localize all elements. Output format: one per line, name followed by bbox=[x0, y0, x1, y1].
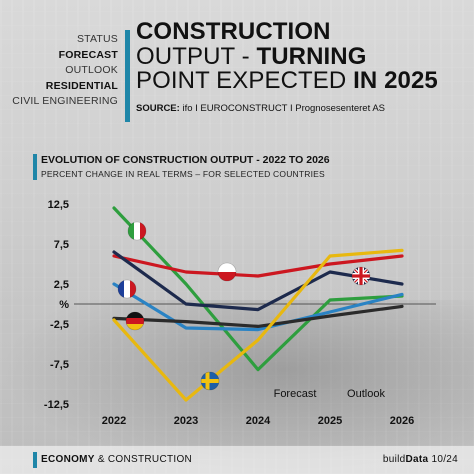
forecast-annotation: Forecast bbox=[274, 388, 317, 400]
flag-outline-france bbox=[117, 279, 137, 299]
footer-brand: buildData 10/24 bbox=[383, 454, 458, 465]
page-title: CONSTRUCTION OUTPUT - TURNING POINT EXPE… bbox=[136, 18, 438, 94]
series-line-germany bbox=[112, 304, 404, 328]
chart-subtitle: PERCENT CHANGE IN REAL TERMS – FOR SELEC… bbox=[41, 169, 325, 179]
y-tick-label: % bbox=[59, 299, 69, 311]
chart-title: EVOLUTION OF CONSTRUCTION OUTPUT - 2022 … bbox=[41, 154, 330, 166]
y-tick-label: -2,5 bbox=[50, 319, 69, 331]
source-line: SOURCE: ifo I EUROCONSTRUCT I Prognosese… bbox=[136, 103, 385, 114]
title-line-2: OUTPUT - TURNING bbox=[136, 42, 438, 70]
title-line-3-bold: IN 2025 bbox=[353, 67, 438, 94]
flag-marker-sweden bbox=[201, 372, 219, 390]
section-menu: STATUS FORECAST OUTLOOK RESIDENTIAL CIVI… bbox=[12, 32, 118, 110]
footer-issue: 10/24 bbox=[428, 454, 458, 465]
series-line-sweden bbox=[112, 248, 404, 402]
x-tick-label: 2026 bbox=[390, 415, 414, 427]
flag-outline-italy bbox=[127, 221, 147, 241]
menu-item-outlook[interactable]: OUTLOOK bbox=[65, 64, 118, 76]
footer-brand-build: build bbox=[382, 454, 406, 465]
chart-title-accent-bar bbox=[33, 154, 37, 180]
footer-category-bold: ECONOMY bbox=[41, 454, 95, 465]
y-tick-label: -7,5 bbox=[50, 359, 69, 371]
menu-item-status[interactable]: STATUS bbox=[76, 33, 118, 45]
flag-outline-sweden bbox=[200, 371, 220, 391]
flag-marker-uk bbox=[352, 267, 370, 285]
menu-item-forecast[interactable]: FORECAST bbox=[58, 48, 118, 61]
title-line-2-bold: TURNING bbox=[256, 42, 367, 70]
flag-marker-france bbox=[118, 280, 136, 298]
title-line-2-regular: OUTPUT - bbox=[136, 42, 257, 70]
flag-outline-uk bbox=[351, 266, 371, 286]
source-label: SOURCE: bbox=[136, 103, 180, 114]
y-tick-label: -12,5 bbox=[44, 399, 69, 411]
source-text: ifo I EUROCONSTRUCT I Prognosesenteret A… bbox=[179, 103, 386, 114]
title-line-3: POINT EXPECTED IN 2025 bbox=[136, 67, 438, 94]
outlook-annotation: Outlook bbox=[347, 388, 385, 400]
y-tick-label: 12,5 bbox=[48, 199, 69, 211]
footer-category-rest: & CONSTRUCTION bbox=[94, 454, 193, 465]
flag-marker-poland bbox=[218, 263, 236, 281]
flag-marker-germany bbox=[126, 312, 144, 330]
title-line-3-regular: POINT EXPECTED bbox=[136, 67, 354, 94]
x-tick-label: 2022 bbox=[102, 415, 126, 427]
flag-outline-germany bbox=[125, 311, 145, 331]
flag-outline-poland bbox=[217, 262, 237, 282]
y-tick-label: 2,5 bbox=[54, 279, 69, 291]
footer-accent-bar bbox=[33, 452, 37, 468]
footer-category: ECONOMY & CONSTRUCTION bbox=[41, 454, 192, 465]
menu-item-civil-engineering[interactable]: CIVIL ENGINEERING bbox=[12, 95, 118, 107]
menu-item-residential[interactable]: RESIDENTIAL bbox=[45, 79, 118, 92]
title-line-1: CONSTRUCTION bbox=[136, 18, 331, 45]
x-tick-label: 2025 bbox=[318, 415, 342, 427]
title-accent-bar bbox=[125, 30, 130, 122]
footer-band bbox=[0, 446, 474, 474]
flag-marker-italy bbox=[128, 222, 146, 240]
y-tick-label: 7,5 bbox=[54, 239, 69, 251]
x-tick-label: 2023 bbox=[174, 415, 198, 427]
footer-brand-data: Data bbox=[405, 454, 429, 465]
series-line-italy bbox=[112, 206, 404, 372]
x-tick-label: 2024 bbox=[246, 415, 271, 427]
series-line-poland bbox=[112, 254, 404, 278]
series-line-france bbox=[112, 282, 404, 332]
